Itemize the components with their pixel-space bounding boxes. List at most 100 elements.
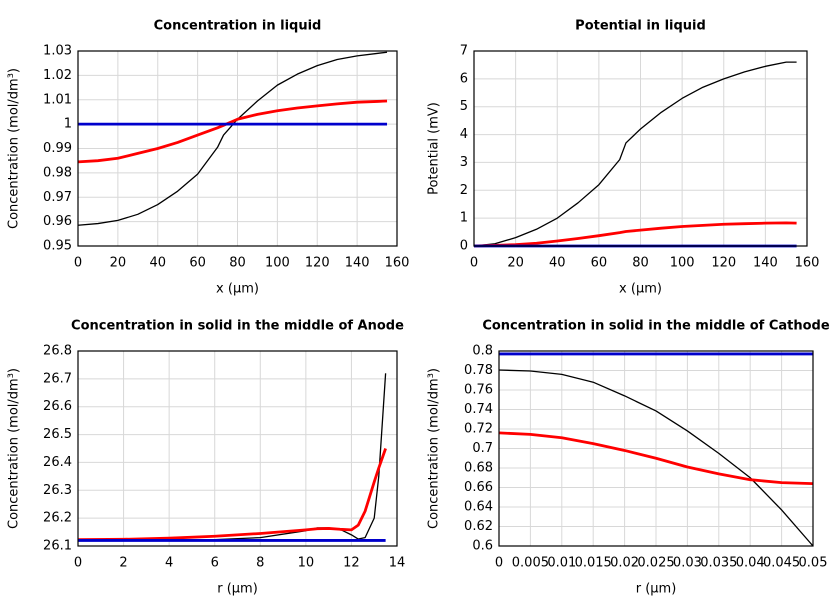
x-tick-label: 20 (110, 256, 127, 271)
x-tick-label: 120 (305, 256, 330, 271)
x-tick-label: 2 (119, 556, 127, 571)
x-tick-label: 0.005 (512, 556, 549, 571)
x-tick-label: 6 (211, 556, 219, 571)
plot-frame (473, 50, 808, 247)
y-tick-label: 0.99 (43, 141, 72, 156)
y-tick-label: 0.76 (464, 383, 493, 398)
x-tick-label: 140 (753, 256, 778, 271)
x-tick-label: 0 (495, 556, 503, 571)
series-line (498, 431, 814, 485)
y-tick-label: 0.68 (464, 461, 493, 476)
x-tick-label: 0.025 (637, 556, 674, 571)
y-tick-label: 1.02 (43, 68, 72, 83)
y-tick-label: 0.95 (43, 239, 72, 254)
y-tick-label: 7 (460, 44, 468, 59)
x-tick-label: 10 (298, 556, 315, 571)
series-line (473, 61, 797, 247)
series-line (77, 51, 388, 226)
x-tick-label: 8 (256, 556, 264, 571)
series-line (498, 369, 814, 547)
series-line (77, 448, 387, 541)
y-tick-label: 2 (460, 183, 468, 198)
x-tick-label: 20 (507, 256, 524, 271)
chart-title: Concentration in solid in the middle of … (71, 319, 404, 334)
y-tick-label: 26.3 (43, 483, 72, 498)
x-axis-label: r (µm) (636, 582, 677, 597)
y-tick-label: 26.2 (43, 511, 72, 526)
chart-title: Concentration in solid in the middle of … (482, 319, 830, 334)
y-tick-label: 26.1 (43, 539, 72, 554)
x-tick-label: 0 (74, 556, 82, 571)
y-tick-label: 0.72 (464, 422, 493, 437)
y-tick-label: 1 (460, 211, 468, 226)
x-tick-label: 0 (74, 256, 82, 271)
x-tick-label: 0.03 (673, 556, 702, 571)
x-tick-label: 0.04 (736, 556, 765, 571)
chart-title: Potential in liquid (575, 19, 706, 34)
y-axis-label: Concentration (mol/dm³) (7, 68, 22, 229)
y-tick-label: 1.01 (43, 92, 72, 107)
chart-panel: 0 20 40 60 80 100 120 140 160 0 1 2 3 4 5 6 7 Potential i… (427, 19, 820, 297)
y-tick-label: 0.62 (464, 519, 493, 534)
y-tick-label: 26.4 (43, 455, 72, 470)
plot-frame (77, 350, 398, 547)
x-tick-label: 0.01 (547, 556, 576, 571)
x-tick-label: 0.05 (799, 556, 828, 571)
x-tick-label: 160 (795, 256, 820, 271)
x-tick-label: 14 (389, 556, 406, 571)
series-line (78, 373, 387, 542)
x-tick-label: 60 (591, 256, 608, 271)
y-tick-label: 26.8 (43, 344, 72, 359)
series-line (77, 99, 388, 164)
y-tick-label: 0 (460, 239, 468, 254)
x-axis-label: x (µm) (619, 282, 662, 297)
y-axis-label: Potential (mV) (427, 102, 442, 195)
x-tick-label: 80 (632, 256, 649, 271)
y-tick-label: 26.5 (43, 427, 72, 442)
x-tick-label: 100 (265, 256, 290, 271)
y-tick-label: 1 (64, 117, 72, 132)
y-tick-label: 0.66 (464, 480, 493, 495)
x-tick-label: 120 (711, 256, 736, 271)
y-tick-label: 26.7 (43, 371, 72, 386)
plot-frame (498, 350, 814, 547)
y-tick-label: 0.78 (464, 363, 493, 378)
x-tick-label: 80 (229, 256, 246, 271)
x-tick-label: 4 (165, 556, 173, 571)
y-tick-label: 0.96 (43, 214, 72, 229)
y-tick-label: 0.8 (472, 344, 493, 359)
x-tick-label: 0.035 (700, 556, 737, 571)
y-tick-label: 3 (460, 155, 468, 170)
y-axis-label: Concentration (mol/dm³) (427, 368, 442, 529)
y-tick-label: 0.6 (472, 539, 493, 554)
x-axis-label: r (µm) (217, 582, 258, 597)
y-tick-label: 6 (460, 71, 468, 86)
chart-title: Concentration in liquid (154, 19, 322, 34)
chart-panel: 0 20 40 60 80 100 120 140 160 0.95 0.96 0.97 0.98 0.9… (7, 19, 410, 297)
x-tick-label: 0.02 (610, 556, 639, 571)
x-tick-label: 12 (343, 556, 360, 571)
x-tick-label: 0 (470, 256, 478, 271)
x-tick-label: 0.015 (575, 556, 612, 571)
x-axis-label: x (µm) (216, 282, 259, 297)
y-tick-label: 1.03 (43, 44, 72, 59)
y-tick-label: 0.97 (43, 190, 72, 205)
y-tick-label: 0.74 (464, 402, 493, 417)
plot-frame (77, 50, 398, 247)
y-tick-label: 5 (460, 99, 468, 114)
x-tick-label: 40 (549, 256, 566, 271)
y-tick-label: 26.6 (43, 399, 72, 414)
x-tick-label: 140 (345, 256, 370, 271)
x-tick-label: 0.045 (763, 556, 800, 571)
x-tick-label: 60 (189, 256, 206, 271)
chart-panel: 0 0.0050.010.0150.020.0250.030.0350.040.0… (427, 319, 830, 597)
x-tick-label: 160 (385, 256, 410, 271)
y-tick-label: 4 (460, 127, 468, 142)
series-line (473, 221, 797, 248)
x-tick-label: 100 (670, 256, 695, 271)
y-tick-label: 0.98 (43, 165, 72, 180)
y-tick-label: 0.64 (464, 500, 493, 515)
y-tick-label: 0.7 (472, 441, 493, 456)
chart-panel: 0 2 4 6 8 10 12 14 26.1 26.2 26.3 26.4 26.5 26.6 26.7 2… (7, 319, 406, 597)
